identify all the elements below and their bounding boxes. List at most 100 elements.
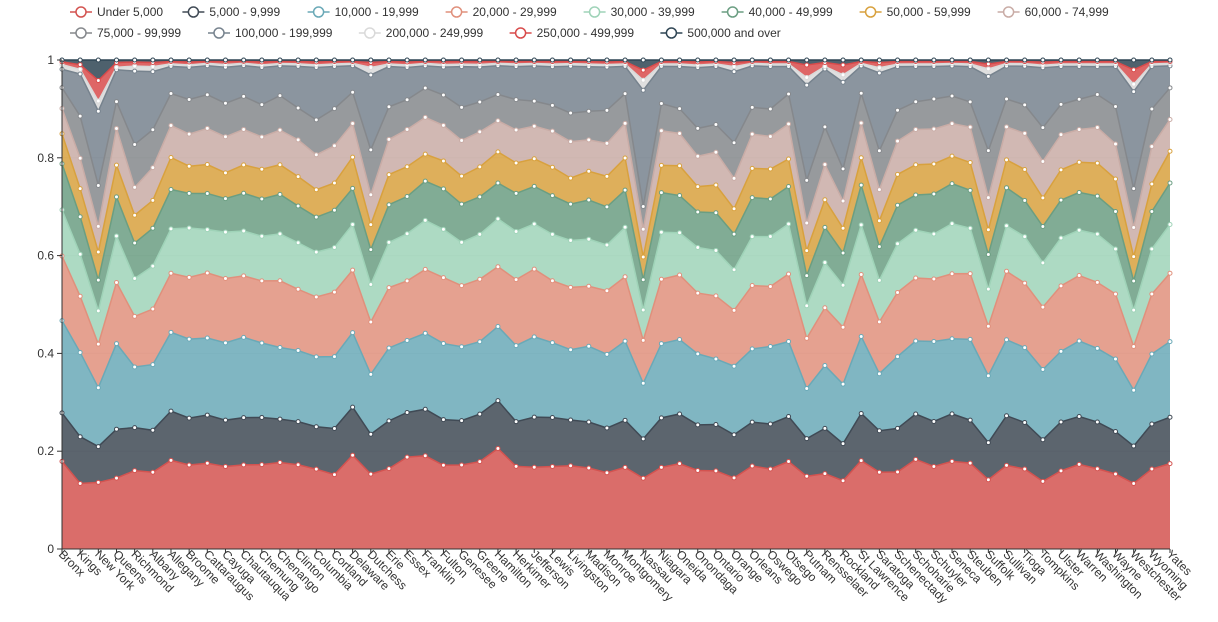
data-point[interactable] (313, 424, 319, 430)
data-point[interactable] (677, 230, 683, 236)
data-point[interactable] (876, 187, 882, 193)
data-point[interactable] (241, 462, 247, 468)
legend-item-30-000-39-999[interactable]: 30,000 - 39,999 (583, 5, 695, 19)
data-point[interactable] (95, 182, 101, 188)
data-point[interactable] (840, 324, 846, 330)
data-point[interactable] (404, 164, 410, 170)
data-point[interactable] (132, 364, 138, 370)
data-point[interactable] (1094, 193, 1100, 199)
data-point[interactable] (150, 306, 156, 312)
data-point[interactable] (1022, 419, 1028, 425)
data-point[interactable] (1167, 270, 1173, 276)
data-point[interactable] (1113, 291, 1119, 297)
data-point[interactable] (677, 57, 683, 63)
data-point[interactable] (459, 462, 465, 468)
data-point[interactable] (840, 225, 846, 231)
data-point[interactable] (622, 187, 628, 193)
data-point[interactable] (186, 415, 192, 421)
data-point[interactable] (495, 180, 501, 186)
data-point[interactable] (513, 127, 519, 133)
data-point[interactable] (640, 436, 646, 442)
data-point[interactable] (495, 118, 501, 124)
data-point[interactable] (804, 82, 810, 88)
data-point[interactable] (858, 271, 864, 277)
data-point[interactable] (840, 79, 846, 85)
data-point[interactable] (368, 247, 374, 253)
data-point[interactable] (95, 308, 101, 314)
data-point[interactable] (313, 249, 319, 255)
data-point[interactable] (895, 107, 901, 113)
data-point[interactable] (350, 57, 356, 63)
data-point[interactable] (767, 284, 773, 289)
data-point[interactable] (495, 398, 501, 404)
data-point[interactable] (1131, 254, 1137, 260)
data-point[interactable] (368, 57, 374, 63)
data-point[interactable] (113, 341, 119, 347)
data-point[interactable] (168, 187, 174, 193)
data-point[interactable] (77, 251, 83, 257)
data-point[interactable] (241, 273, 247, 279)
data-point[interactable] (404, 97, 410, 103)
data-point[interactable] (749, 419, 755, 425)
data-point[interactable] (568, 175, 574, 181)
data-point[interactable] (440, 341, 446, 347)
data-point[interactable] (1167, 461, 1173, 467)
data-point[interactable] (386, 466, 392, 472)
data-point[interactable] (658, 128, 664, 134)
data-point[interactable] (913, 192, 919, 198)
data-point[interactable] (459, 173, 465, 179)
data-point[interactable] (1131, 387, 1137, 393)
data-point[interactable] (949, 336, 955, 342)
data-point[interactable] (604, 425, 610, 431)
data-point[interactable] (622, 274, 628, 280)
data-point[interactable] (822, 260, 828, 266)
data-point[interactable] (513, 419, 519, 425)
data-point[interactable] (386, 285, 392, 291)
data-point[interactable] (331, 354, 337, 360)
data-point[interactable] (1149, 246, 1155, 252)
data-point[interactable] (640, 337, 646, 343)
data-point[interactable] (658, 415, 664, 421)
data-point[interactable] (331, 244, 337, 250)
data-point[interactable] (204, 57, 210, 63)
data-point[interactable] (1004, 223, 1010, 229)
data-point[interactable] (786, 156, 792, 162)
data-point[interactable] (331, 207, 337, 213)
data-point[interactable] (858, 57, 864, 63)
data-point[interactable] (204, 335, 210, 341)
data-point[interactable] (840, 57, 846, 63)
data-point[interactable] (186, 225, 192, 231)
data-point[interactable] (295, 105, 301, 111)
data-point[interactable] (95, 444, 101, 450)
data-point[interactable] (895, 138, 901, 144)
data-point[interactable] (1040, 195, 1046, 201)
data-point[interactable] (568, 347, 574, 353)
data-point[interactable] (713, 149, 719, 155)
data-point[interactable] (913, 411, 919, 417)
data-point[interactable] (895, 202, 901, 208)
data-point[interactable] (1022, 102, 1028, 108)
data-point[interactable] (586, 419, 592, 425)
data-point[interactable] (876, 319, 882, 325)
data-point[interactable] (931, 339, 937, 344)
data-point[interactable] (695, 125, 701, 131)
data-point[interactable] (113, 194, 119, 200)
data-point[interactable] (640, 77, 646, 83)
data-point[interactable] (967, 187, 973, 193)
data-point[interactable] (677, 411, 683, 417)
data-point[interactable] (204, 125, 210, 131)
data-point[interactable] (1131, 225, 1137, 231)
data-point[interactable] (1004, 462, 1010, 468)
data-point[interactable] (1131, 89, 1137, 95)
data-point[interactable] (513, 277, 519, 283)
data-point[interactable] (1004, 96, 1010, 102)
data-point[interactable] (1131, 278, 1137, 284)
data-point[interactable] (422, 330, 428, 336)
data-point[interactable] (967, 336, 973, 342)
data-point[interactable] (386, 57, 392, 63)
data-point[interactable] (477, 129, 483, 135)
data-point[interactable] (350, 452, 356, 458)
data-point[interactable] (949, 181, 955, 187)
data-point[interactable] (1149, 209, 1155, 214)
data-point[interactable] (459, 201, 465, 207)
